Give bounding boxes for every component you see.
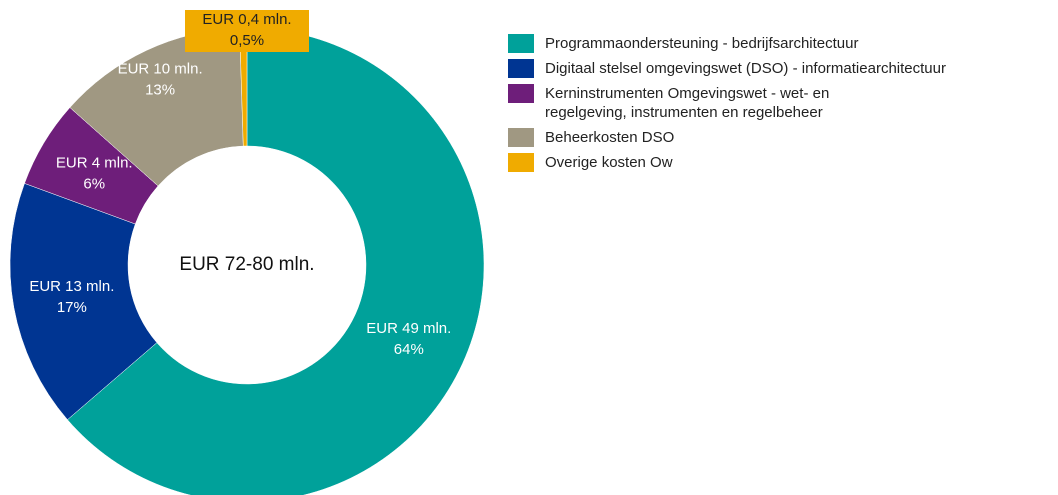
legend-swatch <box>508 59 534 78</box>
amount-label: EUR 4 mln. <box>56 155 133 172</box>
legend-label: Beheerkosten DSO <box>545 129 675 146</box>
value-label: 64% <box>394 341 424 358</box>
amount-label: EUR 10 mln. <box>118 60 203 77</box>
legend-item: Digitaal stelsel omgevingswet (DSO) - in… <box>508 59 1048 78</box>
legend-item: Kerninstrumenten Omgevingswet - wet- en … <box>508 84 1048 122</box>
amount-label: EUR 13 mln. <box>29 278 114 295</box>
slice <box>67 27 485 495</box>
amount-label: EUR 0,4 mln. <box>202 11 291 28</box>
legend-item: Beheerkosten DSO <box>508 128 1048 147</box>
legend-swatch <box>508 153 534 172</box>
value-label: 17% <box>57 299 87 316</box>
legend-item: Programmaondersteuning - bedrijfsarchite… <box>508 34 1048 53</box>
legend-swatch <box>508 128 534 147</box>
legend-swatch <box>508 84 534 103</box>
value-label: 6% <box>83 176 105 193</box>
legend-label: Kerninstrumenten Omgevingswet - wet- en … <box>545 85 830 121</box>
slice <box>9 183 158 421</box>
legend-label: Digitaal stelsel omgevingswet (DSO) - in… <box>545 60 946 77</box>
legend-swatch <box>508 34 534 53</box>
label-box <box>185 10 309 52</box>
legend: Programmaondersteuning - bedrijfsarchite… <box>508 34 1048 178</box>
legend-label: Overige kosten Ow <box>545 154 673 171</box>
amount-label: EUR 49 mln. <box>366 320 451 337</box>
legend-item: Overige kosten Ow <box>508 153 1048 172</box>
value-label: 13% <box>145 81 175 98</box>
center-label: EUR 72-80 mln. <box>179 254 314 275</box>
legend-label: Programmaondersteuning - bedrijfsarchite… <box>545 35 859 52</box>
value-label: 0,5% <box>230 32 264 49</box>
